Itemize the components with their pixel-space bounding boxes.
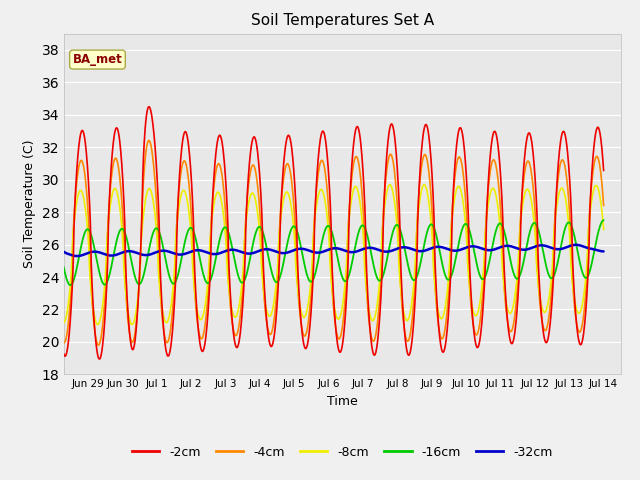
- Legend: -2cm, -4cm, -8cm, -16cm, -32cm: -2cm, -4cm, -8cm, -16cm, -32cm: [127, 441, 558, 464]
- Y-axis label: Soil Temperature (C): Soil Temperature (C): [23, 140, 36, 268]
- Text: BA_met: BA_met: [72, 53, 122, 66]
- Title: Soil Temperatures Set A: Soil Temperatures Set A: [251, 13, 434, 28]
- X-axis label: Time: Time: [327, 395, 358, 408]
